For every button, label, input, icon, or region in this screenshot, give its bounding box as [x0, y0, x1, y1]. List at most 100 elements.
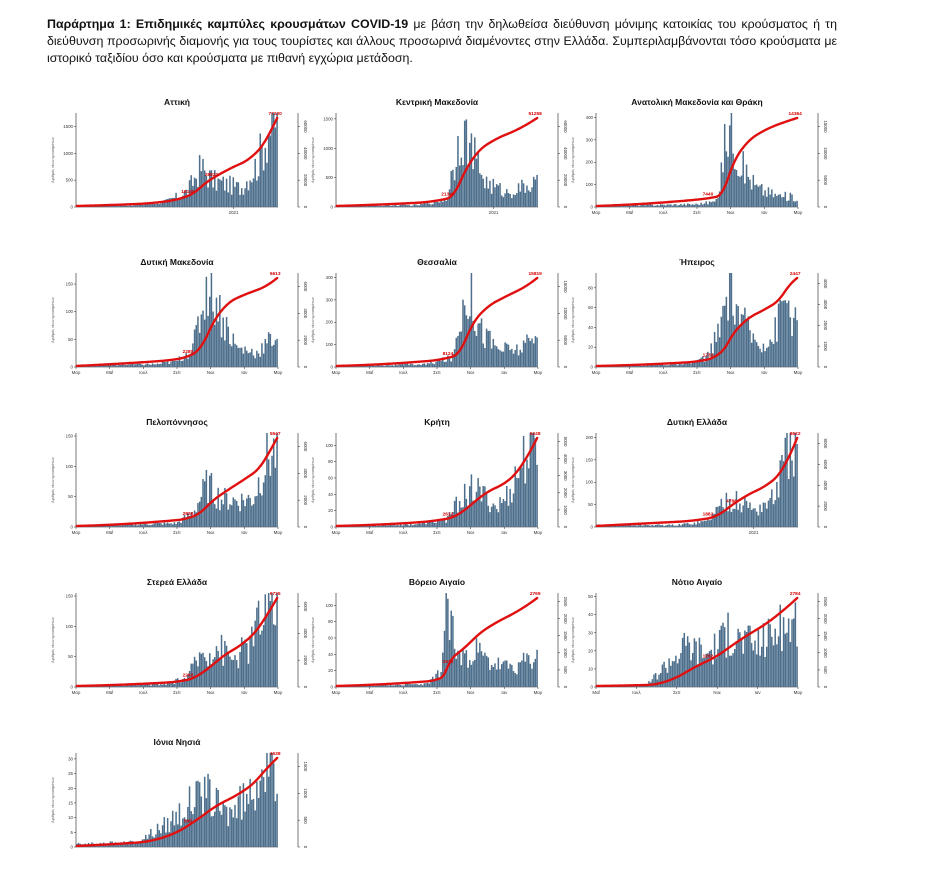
daily-case-bar — [276, 593, 278, 687]
daily-case-bar — [165, 832, 167, 847]
right-tick-label: 4000 — [303, 468, 308, 478]
daily-case-bar — [406, 683, 409, 687]
daily-case-bar — [631, 525, 633, 527]
daily-case-bar — [487, 657, 490, 687]
daily-case-bar — [165, 199, 167, 207]
daily-case-bar — [747, 507, 750, 527]
daily-case-bar — [166, 361, 169, 367]
daily-case-bar — [781, 454, 783, 527]
daily-case-bar — [401, 204, 404, 207]
daily-case-bar — [175, 523, 177, 527]
daily-case-bar — [497, 657, 500, 687]
daily-case-bar — [490, 193, 493, 207]
daily-case-bar — [163, 200, 166, 207]
daily-case-bar — [474, 659, 476, 687]
daily-case-bar — [133, 684, 135, 687]
daily-case-bar — [254, 810, 256, 847]
daily-case-bar — [497, 185, 500, 207]
daily-case-bar — [482, 343, 484, 367]
daily-case-bar — [654, 525, 657, 527]
daily-case-bar — [116, 844, 118, 847]
daily-case-bar — [139, 524, 142, 527]
daily-case-bar — [695, 524, 697, 527]
y-tick-label: 20 — [328, 668, 333, 673]
daily-case-bar — [173, 360, 176, 367]
daily-case-bar — [104, 844, 107, 847]
daily-case-bar — [411, 684, 414, 687]
y-tick-label: 1500 — [63, 124, 73, 129]
curve-value-label: 2447 — [790, 271, 801, 277]
daily-case-bar — [690, 204, 692, 207]
daily-case-bar — [688, 642, 691, 687]
daily-case-bar — [467, 667, 469, 687]
daily-case-bar — [643, 364, 645, 367]
daily-case-bar — [416, 524, 419, 527]
daily-case-bar — [410, 523, 412, 527]
daily-case-bar — [161, 825, 164, 847]
daily-case-bar — [627, 205, 630, 207]
daily-case-bar — [134, 843, 137, 847]
daily-case-bar — [697, 521, 699, 527]
daily-case-bar — [153, 523, 155, 527]
daily-case-bar — [784, 633, 787, 687]
daily-case-bar — [698, 359, 701, 367]
daily-case-bar — [195, 781, 198, 847]
daily-case-bar — [168, 682, 171, 687]
daily-case-bar — [697, 664, 699, 687]
curve-value-label: 1882 — [703, 511, 714, 517]
daily-case-bar — [462, 299, 464, 367]
daily-case-bar — [113, 364, 115, 367]
daily-case-bar — [237, 668, 240, 687]
daily-case-bar — [161, 684, 164, 687]
daily-case-bar — [479, 323, 481, 367]
daily-case-bar — [698, 523, 701, 527]
right-tick-label: 15000 — [823, 120, 828, 133]
curve-value-label: 5248 — [530, 431, 541, 437]
y-tick-label: 200 — [586, 160, 594, 165]
daily-case-bar — [418, 522, 420, 527]
daily-case-bar — [723, 124, 726, 207]
daily-case-bar — [126, 205, 129, 207]
daily-case-bar — [378, 364, 380, 367]
daily-case-bar — [254, 158, 256, 207]
daily-case-bar — [177, 198, 179, 207]
daily-case-bar — [123, 525, 125, 527]
daily-case-bar — [388, 685, 390, 687]
daily-case-bar — [739, 325, 741, 367]
daily-case-bar — [252, 355, 255, 367]
daily-case-bar — [485, 492, 488, 527]
daily-case-bar — [739, 503, 741, 527]
daily-case-bar — [789, 433, 792, 527]
daily-case-bar — [131, 523, 134, 527]
daily-case-bar — [445, 522, 447, 527]
daily-case-bar — [693, 361, 696, 367]
chart-title: Ανατολική Μακεδονία και Θράκη — [631, 97, 762, 107]
daily-case-bar — [673, 363, 675, 367]
daily-case-bar — [450, 361, 452, 367]
daily-case-bar — [361, 685, 363, 687]
daily-case-bar — [769, 497, 771, 527]
daily-case-bar — [195, 512, 198, 527]
daily-case-bar — [769, 624, 771, 687]
daily-case-bar — [185, 518, 187, 527]
daily-case-bar — [437, 519, 439, 527]
y-tick-label: 40 — [588, 612, 593, 617]
daily-case-bar — [438, 679, 441, 687]
y-tick-label: 0 — [71, 365, 74, 370]
daily-case-bar — [760, 184, 763, 207]
daily-case-bar — [190, 352, 192, 367]
right-tick-label: 6000 — [303, 282, 308, 292]
daily-case-bar — [121, 524, 123, 527]
x-tick-label: Μαΐ — [106, 530, 114, 535]
daily-case-bar — [378, 685, 380, 687]
daily-case-bar — [504, 501, 506, 527]
daily-case-bar — [713, 201, 716, 207]
daily-case-bar — [686, 203, 689, 207]
daily-case-bar — [171, 810, 174, 847]
daily-case-bar — [782, 300, 785, 367]
daily-case-bar — [742, 653, 744, 687]
daily-case-bar — [391, 525, 394, 527]
daily-case-bar — [686, 522, 689, 527]
daily-case-bar — [188, 355, 191, 367]
